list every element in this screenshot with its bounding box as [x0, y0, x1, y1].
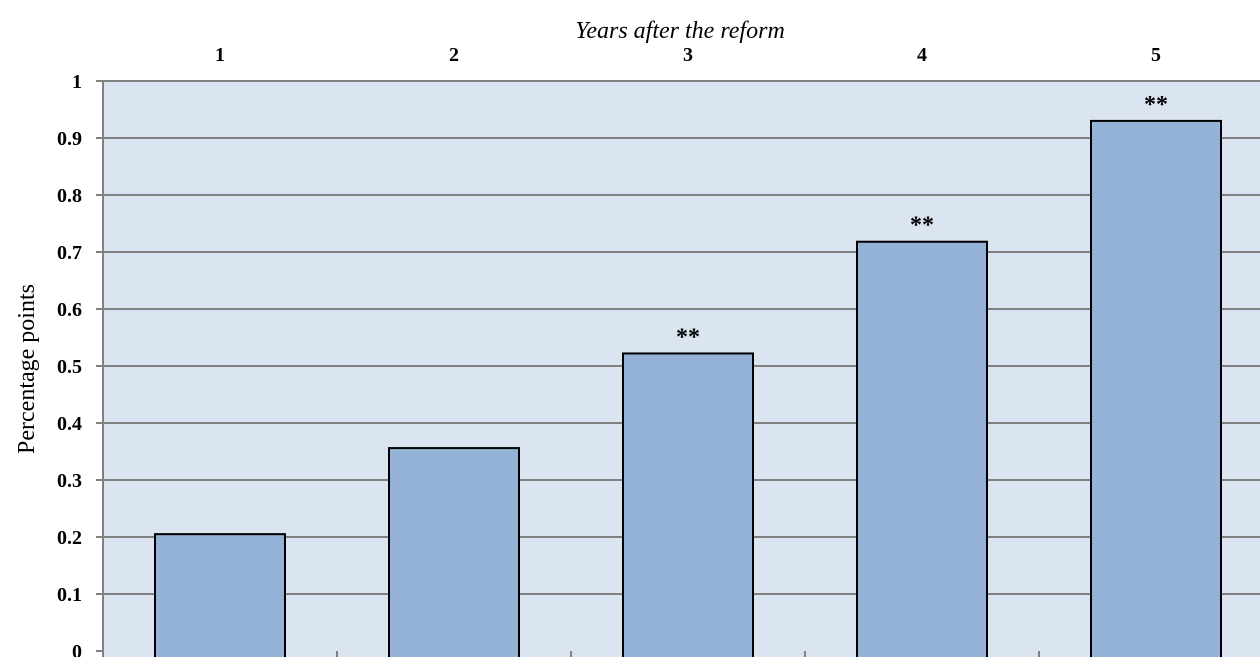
y-tick-label: 0.3: [57, 470, 82, 492]
bar: [154, 533, 286, 657]
x-tick-label: 3: [683, 44, 693, 66]
bar: [1090, 119, 1222, 657]
axes: [96, 80, 1040, 657]
bars: [154, 119, 1222, 657]
y-tick-label: 0.6: [57, 299, 82, 321]
x-tick-label: 2: [449, 44, 459, 66]
x-tick-label: 4: [917, 44, 927, 66]
bar: [388, 447, 520, 657]
y-tick-label: 0.5: [57, 356, 82, 378]
y-tick-label: 0.4: [57, 413, 82, 435]
significance-label: **: [1144, 92, 1168, 118]
bar: [856, 240, 988, 657]
x-tick-label: 1: [215, 44, 225, 66]
significance-label: **: [676, 324, 700, 350]
y-tick-label: 0: [72, 641, 82, 657]
y-tick-label: 0.7: [57, 242, 82, 264]
y-tick-label: 0.1: [57, 584, 82, 606]
bar: [622, 352, 754, 657]
significance-label: **: [910, 213, 934, 239]
y-tick-label: 1: [72, 71, 82, 93]
x-tick-label: 5: [1151, 44, 1161, 66]
y-tick-label: 0.8: [57, 185, 82, 207]
labels: 0 0.1 0.2 0.3 0.4 0.5 0.6 0.7 0.8 0.9 1 1 2 3 ** 4 ** 5 **: [57, 44, 1168, 657]
x-axis-title: Years after the reform: [575, 18, 785, 44]
y-axis-title: Percentage points: [14, 284, 40, 454]
y-tick-label: 0.2: [57, 527, 82, 549]
y-tick-label: 0.9: [57, 128, 82, 150]
